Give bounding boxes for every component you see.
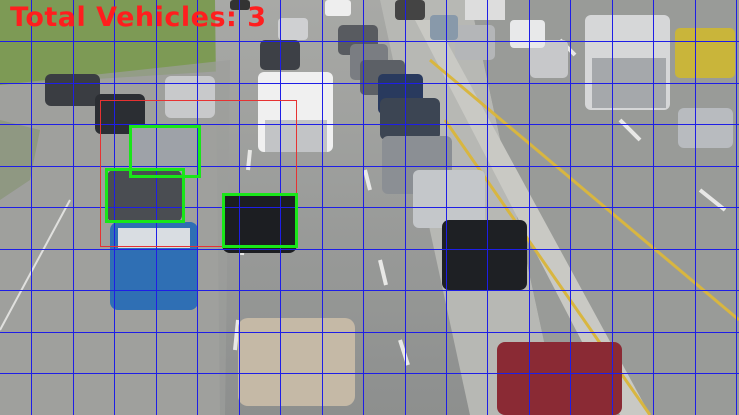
grid-line-horizontal xyxy=(0,124,739,125)
detection-box xyxy=(129,125,201,178)
vehicles xyxy=(45,0,735,415)
detection-box xyxy=(105,168,185,223)
grid-line-horizontal xyxy=(0,290,739,291)
grid-line-horizontal xyxy=(0,166,739,167)
grid-line-horizontal xyxy=(0,332,739,333)
grid-line-horizontal xyxy=(0,83,739,84)
grid-line-horizontal xyxy=(0,373,739,374)
vehicle-counter-label: Total Vehicles: 3 xyxy=(10,2,267,33)
grid-line-horizontal xyxy=(0,207,739,208)
grid-line-horizontal xyxy=(0,41,739,42)
roi-box xyxy=(100,100,297,247)
grid-line-horizontal xyxy=(0,249,739,250)
detection-box xyxy=(222,193,298,248)
